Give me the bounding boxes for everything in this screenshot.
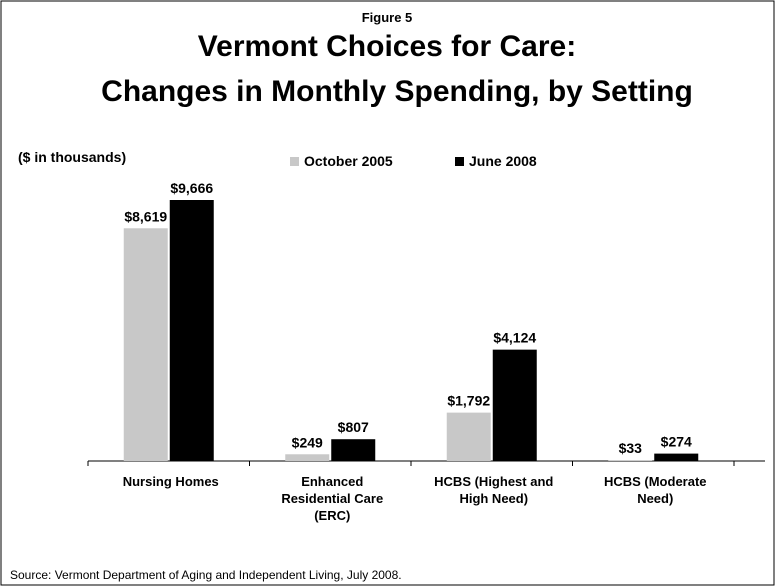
bar xyxy=(331,439,376,461)
bar xyxy=(446,412,491,461)
bar xyxy=(492,349,537,461)
value-label: $1,792 xyxy=(447,393,490,409)
legend-swatch xyxy=(455,157,464,166)
legend-label: June 2008 xyxy=(469,153,537,169)
value-label: $274 xyxy=(661,434,692,450)
legend-swatch xyxy=(290,157,299,166)
bar xyxy=(608,460,653,461)
value-label: $4,124 xyxy=(493,330,536,346)
source: Source: Vermont Department of Aging and … xyxy=(10,568,402,582)
legend-label: October 2005 xyxy=(304,153,393,169)
bar xyxy=(654,453,699,461)
x-tick-label: HCBS (Highest and High Need) xyxy=(434,474,554,506)
value-label: $249 xyxy=(292,434,323,450)
x-tick-label: Enhanced Residential Care (ERC) xyxy=(281,474,384,523)
figure-label: Figure 5 xyxy=(362,10,413,25)
bar xyxy=(123,228,168,461)
chart-title: Vermont Choices for Care: xyxy=(198,30,576,63)
value-label: $33 xyxy=(619,440,643,456)
x-tick-label: HCBS (Moderate Need) xyxy=(603,474,707,506)
bar xyxy=(285,454,330,461)
y-axis-label: ($ in thousands) xyxy=(18,149,126,165)
bar xyxy=(169,200,214,461)
value-label: $807 xyxy=(338,419,369,435)
value-label: $8,619 xyxy=(124,208,167,224)
x-tick-label: Nursing Homes xyxy=(122,474,219,489)
value-label: $9,666 xyxy=(170,180,213,196)
chart-subtitle: Changes in Monthly Spending, by Setting xyxy=(101,75,693,108)
